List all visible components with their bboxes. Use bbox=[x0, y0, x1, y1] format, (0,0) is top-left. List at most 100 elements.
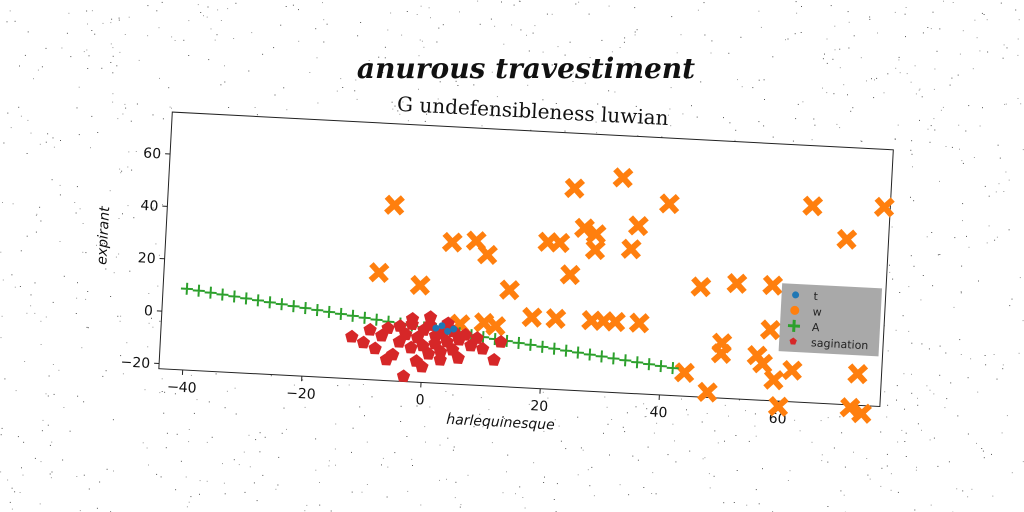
x-tick-label: 40 bbox=[649, 404, 668, 421]
point-w bbox=[549, 232, 571, 254]
point-A bbox=[311, 303, 324, 317]
point-w bbox=[781, 359, 803, 381]
point-w bbox=[612, 167, 634, 189]
point-sagination bbox=[423, 310, 438, 324]
point-w bbox=[851, 402, 872, 424]
point-sagination bbox=[446, 342, 460, 356]
point-w bbox=[384, 194, 405, 216]
point-sagination bbox=[368, 341, 382, 355]
x-tick-label: 20 bbox=[530, 398, 549, 415]
point-w bbox=[584, 239, 606, 261]
point-w bbox=[847, 363, 869, 385]
point-w bbox=[620, 238, 642, 260]
point-A bbox=[631, 356, 644, 369]
point-sagination bbox=[399, 327, 413, 341]
legend-box bbox=[778, 283, 883, 357]
point-w bbox=[802, 195, 824, 217]
plot-group: G undefensibleness luwian −20 0 20 40 60 −40… bbox=[94, 92, 895, 433]
x-tick-label: 0 bbox=[415, 392, 425, 408]
point-w bbox=[605, 311, 626, 333]
point-w bbox=[441, 231, 463, 253]
point-A bbox=[192, 284, 205, 297]
plot-frame bbox=[158, 111, 894, 408]
point-w bbox=[674, 362, 695, 384]
point-sagination bbox=[458, 327, 473, 341]
point-w bbox=[711, 332, 733, 354]
point-w bbox=[368, 262, 390, 283]
y-tick-label: 60 bbox=[143, 146, 162, 163]
point-sagination bbox=[428, 336, 442, 350]
point-sagination bbox=[416, 338, 430, 352]
point-w bbox=[839, 397, 861, 418]
point-A bbox=[251, 294, 265, 307]
point-A bbox=[666, 362, 679, 375]
point-sagination bbox=[381, 321, 395, 335]
point-sagination bbox=[404, 340, 418, 354]
point-w bbox=[767, 395, 789, 417]
point-A bbox=[536, 340, 549, 353]
point-w bbox=[485, 315, 507, 337]
point-A bbox=[524, 338, 537, 351]
point-sagination bbox=[470, 331, 484, 345]
chart-title: G undefensibleness luwian bbox=[397, 92, 670, 130]
point-sagination bbox=[476, 341, 490, 355]
point-A bbox=[180, 282, 193, 295]
point-A bbox=[228, 290, 241, 303]
point-sagination bbox=[405, 312, 420, 325]
point-w bbox=[477, 244, 498, 266]
point-w bbox=[759, 319, 781, 341]
point-A bbox=[512, 336, 525, 349]
point-A bbox=[595, 350, 608, 363]
x-tick-label: −40 bbox=[167, 379, 197, 397]
point-A bbox=[334, 307, 348, 320]
point-A bbox=[583, 348, 596, 361]
y-tick-label: −20 bbox=[120, 354, 150, 372]
point-w bbox=[559, 264, 581, 286]
point-sagination bbox=[356, 335, 371, 349]
point-w bbox=[499, 279, 520, 301]
point-w bbox=[628, 312, 650, 334]
point-w bbox=[545, 308, 567, 330]
point-A bbox=[299, 302, 312, 315]
point-t bbox=[444, 327, 452, 335]
y-axis-label: expirant bbox=[94, 206, 113, 266]
x-axis-ticks: −40 −20 0 20 40 60 bbox=[167, 369, 787, 428]
point-A bbox=[358, 311, 371, 324]
point-w bbox=[762, 274, 784, 296]
point-A bbox=[548, 342, 561, 355]
point-A bbox=[287, 300, 300, 313]
point-w bbox=[690, 276, 712, 298]
point-A bbox=[643, 358, 656, 371]
x-tick-label: −20 bbox=[286, 385, 316, 403]
legend-marker-A bbox=[787, 319, 801, 332]
legend-marker-t bbox=[792, 291, 800, 299]
point-w bbox=[763, 369, 785, 391]
data-marks bbox=[180, 167, 895, 424]
point-sagination bbox=[487, 353, 501, 366]
legend-marker-sagination bbox=[789, 337, 797, 345]
legend-label-A: A bbox=[812, 321, 821, 334]
point-w bbox=[585, 223, 607, 245]
point-sagination bbox=[440, 334, 454, 348]
point-A bbox=[607, 352, 620, 365]
point-sagination bbox=[494, 334, 508, 348]
point-sagination bbox=[396, 369, 411, 383]
y-tick-label: 20 bbox=[137, 250, 156, 267]
point-sagination bbox=[433, 352, 447, 366]
point-A bbox=[571, 346, 584, 359]
point-A bbox=[263, 296, 276, 309]
point-sagination bbox=[415, 359, 429, 373]
point-A bbox=[323, 305, 336, 319]
point-w bbox=[726, 273, 748, 294]
point-w bbox=[658, 193, 680, 215]
point-w bbox=[574, 217, 595, 239]
point-sagination bbox=[363, 322, 377, 336]
point-A bbox=[204, 286, 217, 299]
point-w bbox=[409, 274, 431, 296]
point-w bbox=[696, 381, 718, 403]
point-sagination bbox=[345, 329, 359, 343]
point-A bbox=[216, 288, 229, 301]
point-w bbox=[564, 177, 586, 199]
